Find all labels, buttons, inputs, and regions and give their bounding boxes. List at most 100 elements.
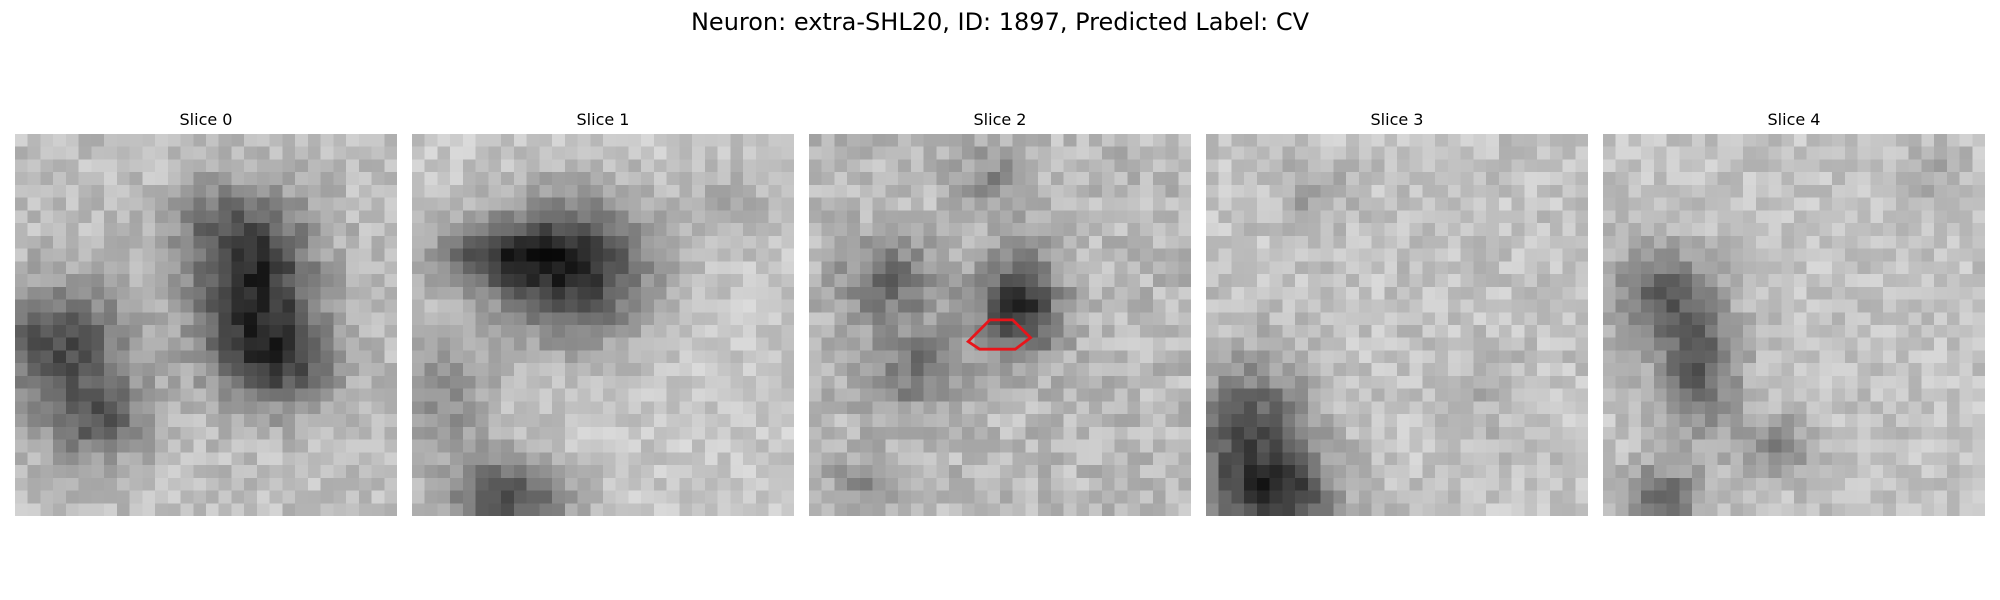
pixel — [1730, 134, 1744, 147]
pixel — [384, 363, 397, 377]
pixel — [603, 146, 616, 160]
pixel — [218, 134, 232, 147]
pixel — [1524, 503, 1538, 516]
pixel — [910, 261, 924, 275]
pixel — [1511, 439, 1525, 453]
pixel — [1012, 286, 1026, 300]
pixel — [755, 286, 769, 300]
pixel — [1857, 299, 1871, 313]
pixel — [218, 503, 232, 516]
pixel — [1050, 299, 1064, 313]
pixel — [27, 490, 41, 504]
pixel — [1921, 490, 1935, 504]
pixel — [768, 223, 782, 237]
pixel — [1895, 439, 1909, 453]
pixel — [231, 401, 245, 415]
pixel — [180, 426, 194, 440]
pixel — [1320, 184, 1334, 198]
pixel — [1857, 452, 1871, 466]
pixel — [1498, 337, 1512, 351]
pixel — [320, 477, 334, 491]
pixel — [641, 197, 655, 211]
pixel — [167, 286, 181, 300]
pixel — [666, 223, 680, 237]
pixel — [104, 439, 118, 453]
pixel — [1076, 299, 1090, 313]
pixel — [358, 134, 372, 147]
pixel — [1730, 477, 1744, 491]
pixel — [1666, 490, 1680, 504]
pixel — [1641, 134, 1655, 147]
pixel — [1409, 312, 1423, 326]
pixel — [1206, 223, 1219, 237]
pixel — [1460, 286, 1474, 300]
pixel — [53, 388, 67, 402]
pixel — [1371, 375, 1385, 389]
pixel — [27, 235, 41, 249]
pixel — [1307, 184, 1321, 198]
pixel — [1857, 210, 1871, 224]
pixel — [1819, 235, 1833, 249]
pixel — [717, 350, 731, 364]
pixel — [1870, 388, 1884, 402]
pixel — [1206, 414, 1219, 428]
pixel — [1384, 439, 1398, 453]
pixel — [1000, 274, 1013, 288]
pixel — [424, 465, 438, 479]
pixel — [1012, 465, 1026, 479]
pixel — [898, 184, 912, 198]
pixel — [1358, 337, 1372, 351]
pixel — [1218, 286, 1232, 300]
pixel — [730, 159, 744, 173]
pixel — [615, 375, 629, 389]
pixel — [1371, 337, 1385, 351]
pixel — [641, 210, 655, 224]
pixel — [552, 312, 566, 326]
pixel — [65, 337, 79, 351]
pixel — [1921, 325, 1935, 338]
pixel — [974, 299, 988, 313]
pixel — [1653, 337, 1667, 351]
pixel — [641, 439, 655, 453]
pixel — [755, 134, 769, 147]
pixel — [40, 363, 54, 377]
pixel — [1152, 388, 1166, 402]
pixel — [1730, 197, 1744, 211]
pixel — [1152, 159, 1166, 173]
pixel — [1473, 312, 1487, 326]
pixel — [1206, 286, 1219, 300]
pixel — [1679, 426, 1693, 440]
pixel — [1473, 223, 1487, 237]
pixel — [1704, 388, 1718, 402]
pixel — [346, 337, 360, 351]
pixel — [475, 477, 489, 491]
pixel — [974, 312, 988, 326]
pixel — [358, 503, 372, 516]
pixel — [743, 235, 757, 249]
pixel — [65, 184, 79, 198]
pixel — [1628, 325, 1642, 338]
pixel — [564, 388, 578, 402]
pixel — [180, 134, 194, 147]
pixel — [743, 426, 757, 440]
pixel — [1717, 477, 1731, 491]
pixel — [1256, 197, 1270, 211]
pixel — [1511, 465, 1525, 479]
pixel — [1562, 426, 1576, 440]
pixel — [743, 312, 757, 326]
pixel — [437, 465, 451, 479]
pixel — [1063, 146, 1077, 160]
pixel — [475, 414, 489, 428]
pixel — [936, 439, 950, 453]
pixel — [590, 159, 604, 173]
pixel — [1511, 350, 1525, 364]
pixel — [40, 503, 54, 516]
pixel — [910, 426, 924, 440]
pixel — [539, 274, 553, 288]
pixel — [346, 465, 360, 479]
pixel — [1895, 134, 1909, 147]
pixel — [1549, 248, 1563, 262]
pixel — [1127, 210, 1141, 224]
pixel — [1460, 477, 1474, 491]
pixel — [1895, 337, 1909, 351]
